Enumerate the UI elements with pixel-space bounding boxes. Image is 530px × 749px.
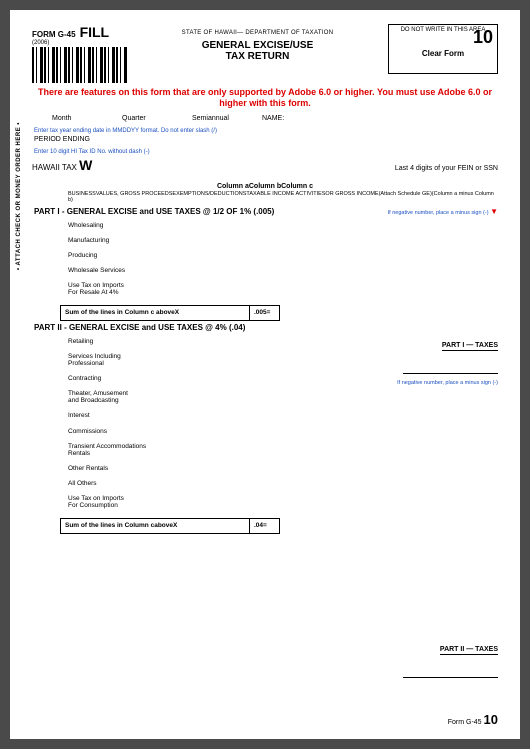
item-usetax-consumption: Use Tax on Imports For Consumption [68,495,498,509]
item-other-rentals: Other Rentals [68,465,498,472]
period-ending-label: PERIOD ENDING [34,136,498,143]
part2-header: PART II - GENERAL EXCISE and USE TAXES @… [34,323,498,332]
item-producing: Producing [68,252,498,259]
taxid-note: Enter 10 digit HI Tax ID No. without das… [34,149,498,155]
part1-taxes-line[interactable] [403,358,498,374]
part1-title: PART I - GENERAL EXCISE and USE TAXES @ … [34,207,274,216]
column-headers: Column aColumn bColumn c [32,183,498,190]
part2-sum-label: Sum of the lines in Column caboveX [60,518,250,534]
part2-neg-note: If negative number, place a minus sign (… [397,380,498,386]
part1-sum-label: Sum of the lines in Column c aboveX [60,305,250,321]
hawaii-tax-text: HAWAII TAX [32,163,77,172]
header-row: FORM G-45 FILL (2006) STATE OF HAWAII— D… [32,24,498,83]
item-usetax-resale: Use Tax on Imports For Resale At 4% [68,282,498,296]
form-year: (2006) [32,40,49,46]
item-wholesale-services: Wholesale Services [68,267,498,274]
part1-mult: .005= [250,305,280,321]
adobe-warning: There are features on this form that are… [32,87,498,109]
period-format-note: Enter tax year ending date in MMDDYY for… [34,128,498,134]
fein-label: Last 4 digits of your FEIN or SSN [395,165,498,172]
item-manufacturing: Manufacturing [68,237,498,244]
item-transient: Transient Accommodations Rentals [68,443,498,457]
part1-header: PART I - GENERAL EXCISE and USE TAXES @ … [34,207,498,216]
title-line1: GENERAL EXCISE/USE [202,40,314,51]
part1-neg-text: If negative number, place a minus sign (… [388,210,489,216]
form-id-label: FORM G-45 [32,30,76,39]
column-subhead: BUSINESSVALUES, GROSS PROCEEDSEXEMPTIONS… [68,191,498,203]
part1-sum-row: Sum of the lines in Column c aboveX .005… [32,305,498,321]
title-line2: TAX RETURN [226,51,290,62]
form-id: FORM G-45 FILL [32,24,109,40]
barcode-graphic [32,47,127,83]
footer: Form G-45 10 [448,712,498,727]
state-line: STATE OF HAWAII— DEPARTMENT OF TAXATION [135,30,380,36]
item-all-others: All Others [68,480,498,487]
clear-form-button[interactable]: Clear Form [391,49,495,58]
item-commissions: Commissions [68,428,498,435]
hawaii-tax-row: HAWAII TAX W Last 4 digits of your FEIN … [32,157,498,173]
header-center: STATE OF HAWAII— DEPARTMENT OF TAXATION … [135,24,380,62]
part2-sum-row: Sum of the lines in Column caboveX .04= [32,518,498,534]
part2-taxes-line[interactable] [403,662,498,678]
label-name: NAME: [262,115,312,122]
part2-title: PART II - GENERAL EXCISE and USE TAXES @… [34,323,245,332]
label-quarter: Quarter [122,115,172,122]
hawaii-tax-w: W [79,157,92,173]
part2-taxes-label: PART II — TAXES [440,646,498,655]
triangle-icon: ▼ [490,207,498,216]
footer-ten: 10 [484,712,498,727]
item-interest: Interest [68,412,498,419]
footer-form: Form G-45 [448,719,482,726]
item-theater: Theater, Amusement and Broadcasting [68,390,498,404]
hawaii-tax-label: HAWAII TAX W [32,157,92,173]
box-ten: 10 [473,27,493,48]
attach-check-sidebar: • ATTACH CHECK OR MONEY ORDER HERE • [16,122,22,270]
period-type-row: Month Quarter Semiannual NAME: [32,115,498,122]
item-retailing: Retailing [68,338,498,345]
form-page: • ATTACH CHECK OR MONEY ORDER HERE • FOR… [10,10,520,739]
fill-label: FILL [80,24,110,40]
do-not-write-box: DO NOT WRITE IN THIS AREA 10 Clear Form [388,24,498,74]
part2-mult: .04= [250,518,280,534]
item-wholesaling: Wholesaling [68,222,498,229]
label-month: Month [52,115,102,122]
label-semi: Semiannual [192,115,242,122]
part1-taxes-label: PART I — TAXES [442,342,498,351]
barcode-block: FORM G-45 FILL (2006) [32,24,127,83]
part1-items: Wholesaling Manufacturing Producing Whol… [68,222,498,297]
form-title: GENERAL EXCISE/USE TAX RETURN [135,40,380,62]
part1-neg-note: If negative number, place a minus sign (… [388,207,498,216]
